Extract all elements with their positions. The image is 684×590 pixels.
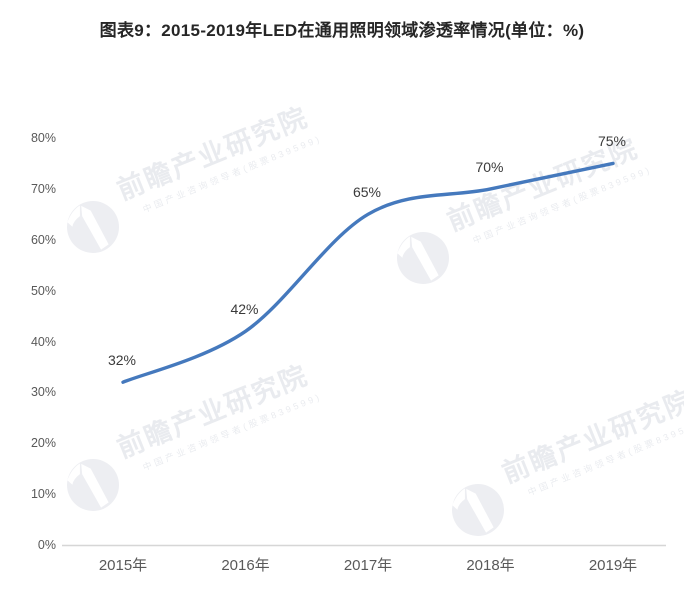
y-tick-label: 60%: [30, 232, 56, 247]
x-tick-label: 2015年: [98, 557, 148, 574]
data-point-label: 70%: [475, 158, 504, 175]
y-tick-label: 10%: [30, 487, 56, 502]
y-tick-label: 50%: [30, 283, 56, 298]
y-tick-label: 80%: [30, 131, 56, 145]
data-point-label: 65%: [352, 184, 382, 201]
data-point-label: 32%: [107, 352, 137, 369]
data-point-label: 42%: [230, 301, 259, 318]
chart-title: 图表9：2015-2019年LED在通用照明领域渗透率情况(单位：%): [99, 21, 585, 40]
y-tick-label: 0%: [37, 538, 56, 552]
y-tick-label: 70%: [30, 181, 56, 196]
x-tick-label: 2018年: [466, 557, 515, 574]
y-tick-label: 40%: [30, 334, 56, 349]
trend-line: [121, 161, 615, 384]
y-tick-label: 30%: [30, 385, 56, 400]
x-tick-label: 2016年: [221, 557, 270, 574]
data-point-label: 75%: [597, 133, 627, 150]
x-tick-label: 2017年: [343, 557, 393, 574]
y-tick-label: 20%: [30, 436, 56, 451]
x-tick-label: 2019年: [588, 557, 638, 574]
